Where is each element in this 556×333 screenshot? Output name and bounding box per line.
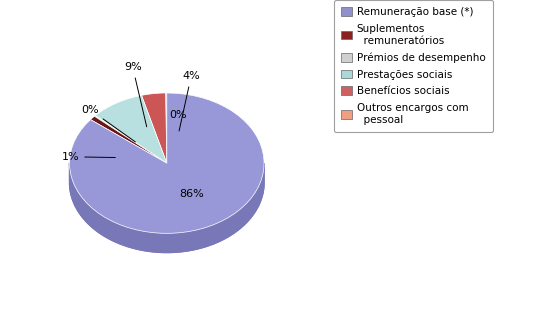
Text: 0%: 0% — [81, 105, 135, 142]
Text: 9%: 9% — [124, 62, 147, 127]
Polygon shape — [142, 93, 167, 163]
Polygon shape — [70, 167, 264, 252]
Polygon shape — [95, 95, 167, 163]
Polygon shape — [70, 163, 264, 252]
Text: 4%: 4% — [179, 71, 200, 131]
Text: 1%: 1% — [62, 152, 116, 162]
Text: 0%: 0% — [170, 110, 187, 120]
Polygon shape — [95, 116, 167, 163]
Text: 86%: 86% — [178, 189, 203, 199]
Polygon shape — [70, 93, 264, 233]
Polygon shape — [91, 116, 167, 163]
Legend: Remuneração base (*), Suplementos
  remuneratórios, Prémios de desempenho, Prest: Remuneração base (*), Suplementos remune… — [334, 0, 493, 132]
Polygon shape — [166, 93, 167, 163]
